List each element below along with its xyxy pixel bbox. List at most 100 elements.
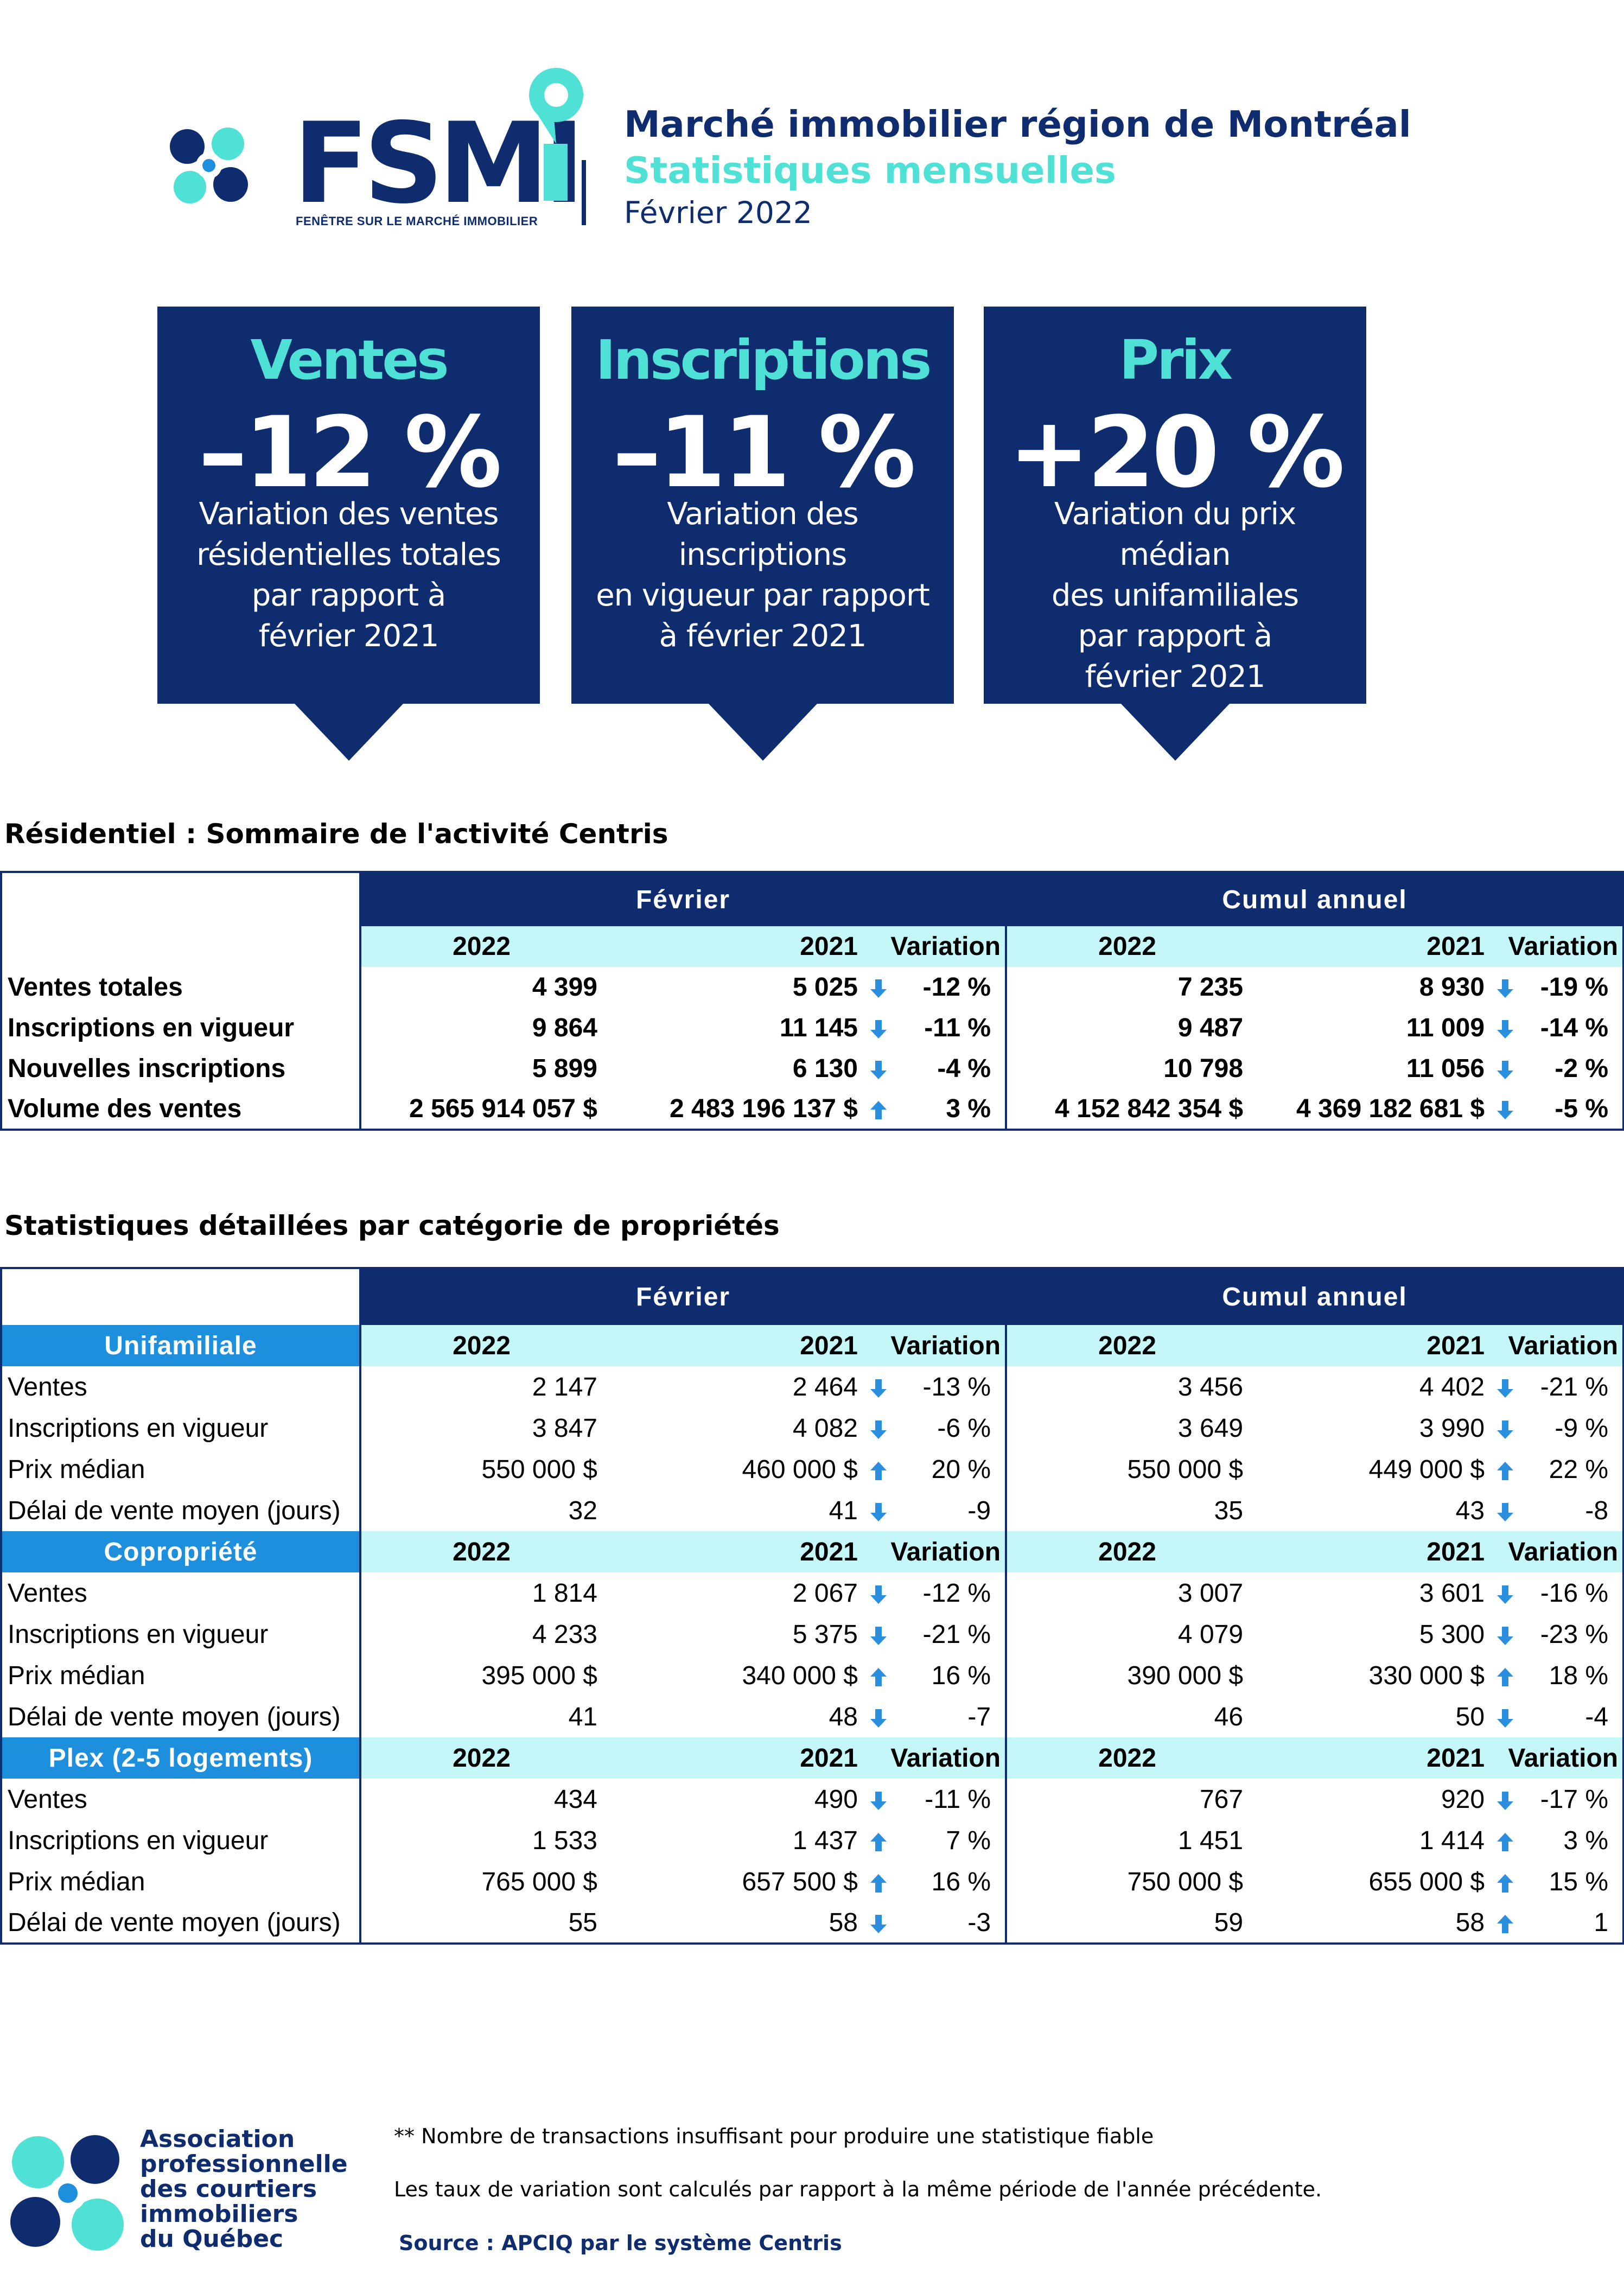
kpi-title: Prix: [1119, 328, 1233, 392]
kpi-description: Variation du prix médian des unifamilial…: [1051, 496, 1299, 695]
cum-2021-value: 58: [1455, 1908, 1485, 1937]
feb-variation-value: 16 %: [931, 1867, 991, 1896]
cum-2021-value: 920: [1441, 1785, 1485, 1814]
feb-2021-value: 11 145: [779, 1014, 858, 1042]
col-variation: Variation: [1489, 1737, 1624, 1779]
feb-variation-value: -11 %: [925, 1785, 991, 1814]
cum-2022-value: 4 152 842 354 $: [1005, 1089, 1248, 1130]
feb-2021-value: 340 000 $: [742, 1661, 858, 1690]
arrow-down-icon: [862, 1048, 895, 1089]
category-name: Copropriété: [1, 1531, 360, 1572]
page-title: Marché immobilier région de Montréal: [624, 103, 1411, 145]
feb-2021-value: 2 067: [792, 1578, 858, 1608]
arrow-down-icon: [862, 1902, 895, 1944]
arrow-down-icon: [862, 1779, 895, 1820]
arrow-down-icon: [1489, 1407, 1521, 1449]
arrow-down-icon: [1489, 1572, 1521, 1614]
col-2022: 2022: [359, 1325, 602, 1366]
feb-2022-value: 9 864: [359, 1008, 602, 1048]
arrow-up-icon: [1489, 1820, 1521, 1861]
arrow-down-icon: [1489, 1696, 1521, 1737]
fsmi-wordmark: FSMI: [293, 99, 585, 228]
detail-group-cumul: Cumul annuel: [1005, 1268, 1624, 1325]
arrow-down-icon: [862, 967, 895, 1008]
col-variation: Variation: [862, 1737, 1007, 1779]
col-variation: Variation: [1489, 1531, 1624, 1572]
cum-2021-value: 43: [1455, 1496, 1485, 1525]
feb-2022-value: 434: [359, 1779, 602, 1820]
feb-2021-value: 5 375: [792, 1620, 858, 1649]
footnote-insufficient: ** Nombre de transactions insuffisant po…: [394, 2124, 1154, 2148]
arrow-down-icon: [1489, 1490, 1521, 1531]
cum-2021-value: 11 056: [1406, 1054, 1485, 1083]
feb-variation-value: 3 %: [946, 1094, 991, 1123]
cum-variation-value: -17 %: [1540, 1785, 1609, 1814]
col-variation: Variation: [1489, 1325, 1624, 1366]
feb-2021-value: 657 500 $: [742, 1867, 858, 1896]
table-row: Prix médian 765 000 $ 657 500 $ 16 % 750 000…: [1, 1861, 1623, 1902]
table-row: Ventes 2 147 2 464 -13 % 3 456 4 402 -21 %: [1, 1366, 1623, 1407]
col-2022: 2022: [1005, 1325, 1248, 1366]
cum-2022-value: 767: [1005, 1779, 1248, 1820]
col-2021: 2021: [602, 926, 862, 967]
summary-header-blank: [1, 926, 360, 967]
row-label: Ventes: [8, 1785, 87, 1814]
cum-variation-value: -16 %: [1540, 1578, 1609, 1608]
row-label: Ventes totales: [8, 973, 183, 1002]
arrow-down-icon: [1489, 967, 1521, 1008]
table-row: Inscriptions en vigueur 3 847 4 082 -6 % 3 6…: [1, 1407, 1623, 1449]
cum-variation-value: -19 %: [1540, 973, 1609, 1002]
kpi-prix: Prix +20 % Variation du prix médian des …: [984, 307, 1366, 704]
cum-variation-value: -5 %: [1555, 1094, 1609, 1123]
cum-2022-value: 390 000 $: [1005, 1655, 1248, 1696]
arrow-down-icon: [1489, 1089, 1521, 1130]
fsmi-tagline: FENÊTRE SUR LE MARCHÉ IMMOBILIER: [296, 214, 538, 228]
feb-2021-value: 2 464: [792, 1372, 858, 1401]
arrow-up-icon: [1489, 1902, 1521, 1944]
cum-2022-value: 750 000 $: [1005, 1861, 1248, 1902]
feb-2022-value: 4 233: [359, 1614, 602, 1655]
arrow-up-icon: [862, 1089, 895, 1130]
table-row: Délai de vente moyen (jours) 41 48 -7 46 50 -4: [1, 1696, 1623, 1737]
cum-variation-value: -14 %: [1540, 1014, 1609, 1042]
cum-2021-value: 3 601: [1419, 1578, 1485, 1608]
category-header-row: Plex (2-5 logements) 2022 2021 Variation 202…: [1, 1737, 1624, 1779]
col-2022: 2022: [359, 926, 602, 967]
feb-2022-value: 765 000 $: [359, 1861, 602, 1902]
kpi-inscriptions: Inscriptions –11 % Variation des inscrip…: [571, 307, 954, 704]
apciq-logo-mark: [10, 2135, 124, 2251]
arrow-up-icon: [1489, 1655, 1521, 1696]
arrow-up-icon: [862, 1449, 895, 1490]
cum-variation-value: 18 %: [1549, 1661, 1609, 1690]
feb-2021-value: 460 000 $: [742, 1455, 858, 1484]
feb-2022-value: 2 147: [359, 1366, 602, 1407]
cum-2021-value: 4 369 182 681 $: [1296, 1094, 1485, 1123]
row-label: Inscriptions en vigueur: [8, 1014, 295, 1042]
feb-2022-value: 395 000 $: [359, 1655, 602, 1696]
col-2021: 2021: [1247, 1737, 1489, 1779]
cum-2022-value: 35: [1005, 1490, 1248, 1531]
cum-2022-value: 46: [1005, 1696, 1248, 1737]
detail-table: Février Cumul annuel Unifamiliale 2022 202…: [0, 1267, 1624, 1945]
arrow-down-icon: [862, 1008, 895, 1048]
feb-2022-value: 32: [359, 1490, 602, 1531]
feb-variation-value: -21 %: [922, 1620, 991, 1649]
cum-2021-value: 8 930: [1419, 973, 1485, 1002]
feb-variation-value: 7 %: [946, 1826, 991, 1855]
feb-2022-value: 41: [359, 1696, 602, 1737]
feb-variation-value: -13 %: [922, 1372, 991, 1401]
feb-2021-value: 5 025: [792, 973, 858, 1002]
cum-2021-value: 449 000 $: [1368, 1455, 1485, 1484]
arrow-down-icon: [1489, 1048, 1521, 1089]
summary-group-cumul: Cumul annuel: [1005, 872, 1624, 926]
cum-2022-value: 9 487: [1005, 1008, 1248, 1048]
table-row: Inscriptions en vigueur 9 864 11 145 -11 % 9…: [1, 1008, 1623, 1048]
cum-variation-value: 3 %: [1563, 1826, 1609, 1855]
feb-2022-value: 1 814: [359, 1572, 602, 1614]
col-2021: 2021: [602, 1531, 862, 1572]
cum-2022-value: 3 456: [1005, 1366, 1248, 1407]
col-2021: 2021: [1247, 1531, 1489, 1572]
col-2022: 2022: [359, 1737, 602, 1779]
summary-table: Février Cumul annuel 2022 2021 Variation…: [0, 871, 1624, 1131]
col-variation: Variation: [862, 1325, 1007, 1366]
